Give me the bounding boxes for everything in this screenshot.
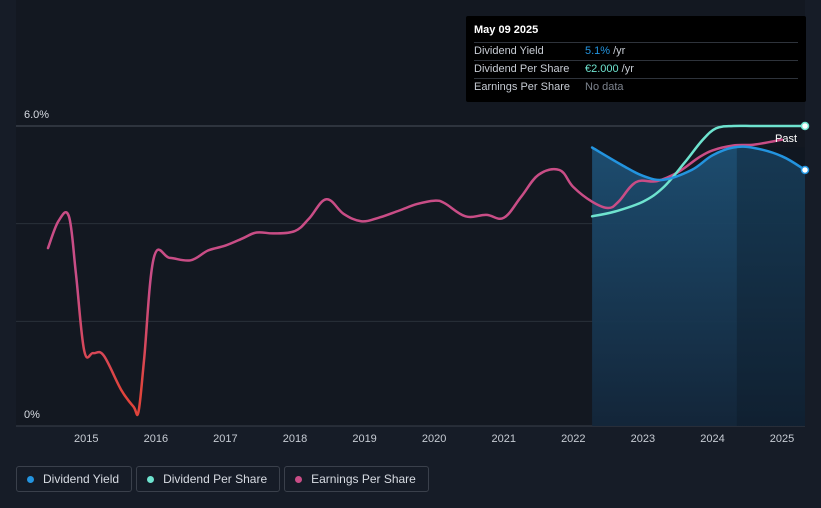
tooltip: May 09 2025 Dividend Yield 5.1% /yr Divi…: [466, 16, 806, 102]
past-label: Past: [775, 133, 797, 145]
x-tick-label: 2020: [422, 433, 446, 445]
tooltip-value: 5.1%: [585, 45, 611, 57]
x-tick-label: 2019: [352, 433, 376, 445]
x-tick-label: 2015: [74, 433, 98, 445]
legend-dot-icon: [27, 475, 34, 483]
legend-item-earnings-per-share[interactable]: Earnings Per Share: [284, 466, 429, 492]
tooltip-label: Earnings Per Share: [474, 81, 570, 93]
tooltip-row-dividend-yield: Dividend Yield 5.1% /yr: [474, 42, 798, 60]
tooltip-date: May 09 2025: [474, 24, 539, 36]
x-tick-label: 2021: [491, 433, 515, 445]
x-axis: 2015 2016 2017 2018 2019 2020 2021 2022 2023 2024…: [74, 433, 794, 445]
tooltip-value: No data: [585, 81, 624, 93]
legend-item-dividend-yield[interactable]: Dividend Yield: [16, 466, 133, 492]
x-tick-label: 2025: [770, 433, 794, 445]
y-tick-label: 0%: [24, 409, 40, 421]
x-tick-label: 2023: [631, 433, 655, 445]
tooltip-unit: /yr: [613, 45, 626, 57]
end-markers: [800, 121, 810, 175]
x-tick-label: 2024: [700, 433, 724, 445]
series-line-dividend-per-share: [590, 124, 807, 218]
legend-label: Dividend Per Share: [163, 472, 268, 486]
x-tick-label: 2022: [561, 433, 585, 445]
end-marker-dividend-per-share: [800, 121, 810, 131]
y-axis: 6.0% 0%: [24, 109, 49, 421]
tooltip-row-dividend-per-share: Dividend Per Share €2.000 /yr: [474, 60, 798, 78]
tooltip-label: Dividend Per Share: [474, 63, 570, 75]
y-tick-label: 6.0%: [24, 109, 49, 121]
x-tick-label: 2018: [283, 433, 307, 445]
legend-label: Dividend Yield: [43, 472, 120, 486]
legend-dot-icon: [147, 475, 155, 483]
past-band: [736, 147, 805, 426]
tooltip-unit: /yr: [621, 63, 634, 75]
legend-dot-icon: [295, 475, 303, 483]
tooltip-label: Dividend Yield: [474, 45, 544, 57]
legend: Dividend Yield Dividend Per Share Earnin…: [16, 466, 429, 492]
forecast-area-fill: [592, 146, 805, 427]
tooltip-value: €2.000: [585, 63, 619, 75]
forecast-area: [592, 146, 805, 427]
x-tick-label: 2016: [144, 433, 168, 445]
legend-item-dividend-per-share[interactable]: Dividend Per Share: [136, 466, 281, 492]
legend-label: Earnings Per Share: [311, 472, 416, 486]
series-line-dividend-yield: [590, 145, 807, 182]
end-marker-dividend-yield: [800, 165, 810, 175]
series-lines: [46, 124, 807, 417]
series-line-earnings-per-share: [46, 138, 784, 417]
x-tick-label: 2017: [213, 433, 237, 445]
tooltip-row-earnings-per-share: Earnings Per Share No data: [474, 78, 798, 96]
